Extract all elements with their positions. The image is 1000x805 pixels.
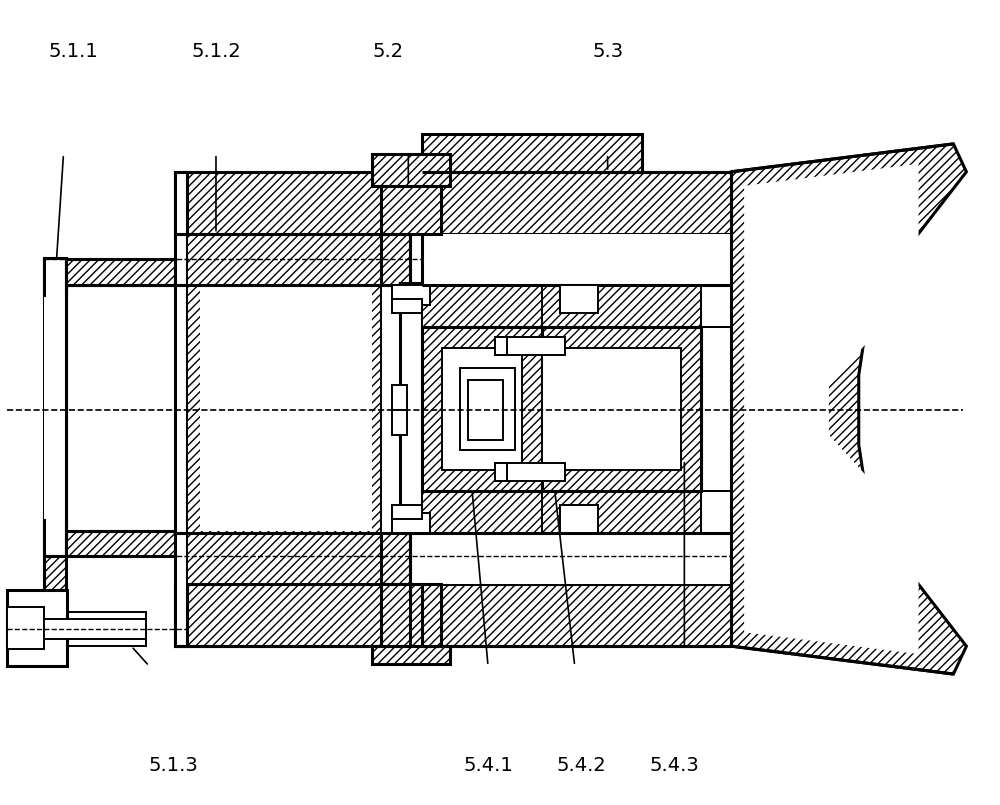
Bar [44, 556, 66, 646]
Bar [187, 533, 381, 584]
Bar [400, 283, 422, 533]
Bar [381, 233, 410, 286]
Bar [422, 328, 542, 491]
Bar [460, 368, 515, 450]
Bar [495, 337, 507, 355]
Bar [560, 286, 598, 313]
Text: 5.4.1: 5.4.1 [463, 756, 513, 775]
Bar [422, 134, 642, 171]
Bar [422, 286, 701, 328]
Bar [542, 349, 681, 470]
Bar [392, 505, 422, 518]
Text: 5.1.3: 5.1.3 [148, 756, 198, 775]
Bar [381, 584, 441, 646]
Bar [44, 297, 66, 518]
Bar [442, 349, 522, 470]
Bar [187, 233, 381, 584]
Bar [422, 233, 731, 584]
Polygon shape [744, 164, 919, 654]
Text: 5.1.1: 5.1.1 [49, 42, 98, 60]
Bar [200, 287, 372, 530]
Bar [175, 171, 187, 646]
Bar [495, 463, 507, 481]
Bar [44, 259, 66, 297]
Text: 5.1.2: 5.1.2 [191, 42, 241, 60]
Bar [66, 259, 175, 286]
Bar [175, 171, 409, 233]
Bar [560, 505, 598, 533]
Bar [381, 533, 410, 584]
Bar [66, 530, 175, 556]
Bar [44, 258, 66, 556]
Bar [468, 380, 503, 440]
Bar [7, 607, 44, 649]
Polygon shape [731, 144, 966, 674]
Bar [187, 233, 381, 286]
Bar [372, 646, 450, 664]
Text: 5.3: 5.3 [592, 42, 623, 60]
Bar [175, 584, 409, 646]
Bar [542, 349, 681, 470]
Text: 5.4.2: 5.4.2 [557, 756, 607, 775]
Bar [422, 171, 731, 233]
Bar [392, 513, 430, 533]
Bar [44, 518, 66, 556]
Bar [7, 590, 67, 666]
Bar [495, 337, 565, 355]
Bar [392, 286, 430, 305]
Bar [381, 186, 441, 233]
Bar [542, 328, 701, 491]
Text: 5.2: 5.2 [373, 42, 404, 60]
Bar [392, 385, 407, 410]
Bar [7, 607, 44, 649]
Bar [392, 299, 422, 313]
Bar [372, 154, 450, 186]
Bar [422, 584, 731, 646]
Bar [7, 619, 146, 639]
Bar [495, 463, 565, 481]
Bar [422, 491, 701, 533]
Bar [7, 613, 146, 646]
Bar [392, 410, 407, 435]
Text: 5.4.3: 5.4.3 [650, 756, 699, 775]
